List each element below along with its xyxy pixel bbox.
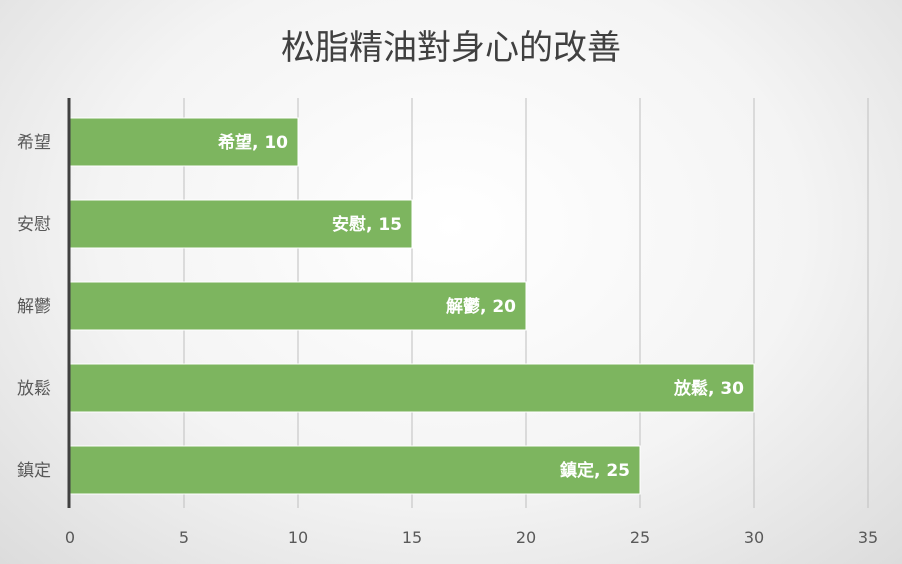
bar xyxy=(69,117,299,167)
x-tick-label: 30 xyxy=(744,528,764,547)
data-label: 放鬆, 30 xyxy=(673,378,744,399)
chart-title: 松脂精油對身心的改善 xyxy=(281,28,621,68)
x-tick-label: 35 xyxy=(858,528,878,547)
data-label: 鎮定, 25 xyxy=(560,460,630,481)
x-tick-label: 10 xyxy=(288,528,308,547)
x-tick-label: 20 xyxy=(516,528,536,547)
data-label: 解鬱, 20 xyxy=(446,296,516,317)
x-tick-label: 0 xyxy=(65,528,75,547)
data-label: 希望, 10 xyxy=(218,132,288,153)
y-tick-label: 安慰 xyxy=(17,215,51,235)
y-tick-label: 希望 xyxy=(17,133,51,153)
y-tick-label: 鎮定 xyxy=(17,461,51,481)
x-tick-label: 25 xyxy=(630,528,650,547)
data-label: 安慰, 15 xyxy=(332,214,402,235)
x-tick-label: 15 xyxy=(402,528,422,547)
y-tick-label: 放鬆 xyxy=(17,378,51,399)
bar xyxy=(69,363,755,413)
bar xyxy=(69,445,641,495)
x-tick-label: 5 xyxy=(179,528,189,547)
y-tick-label: 解鬱 xyxy=(17,297,51,317)
